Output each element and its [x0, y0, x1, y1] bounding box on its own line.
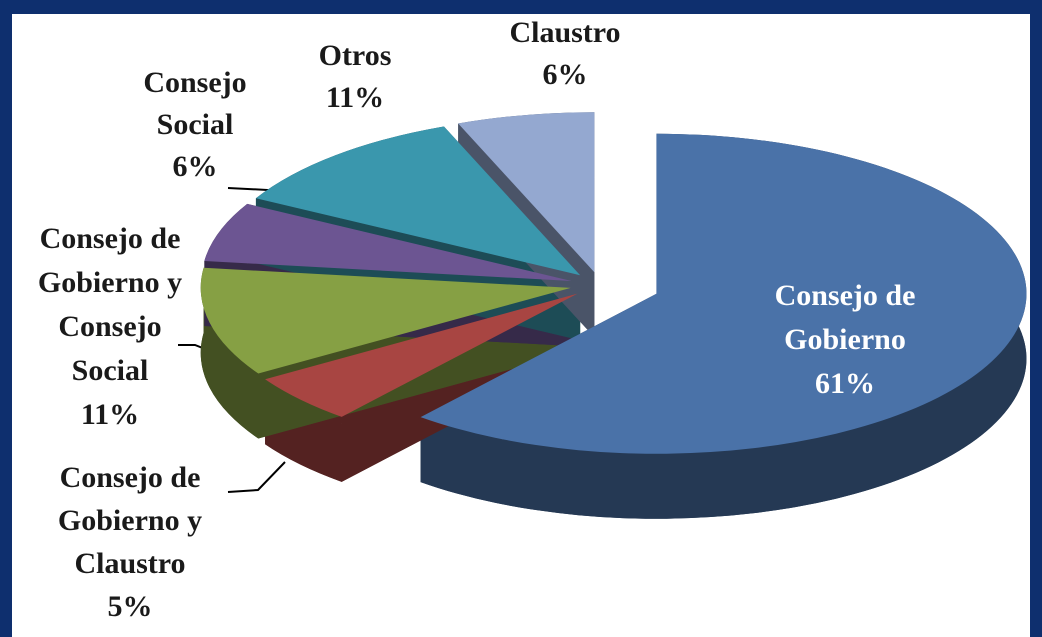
- leader-line: [227, 461, 286, 493]
- slice-label: Consejo de Gobierno: [775, 279, 916, 356]
- label-line: Gobierno y: [58, 504, 202, 537]
- label-line: Consejo: [143, 66, 246, 99]
- slice-label: Consejo Social: [143, 66, 246, 141]
- slice: [458, 112, 595, 273]
- label-line: Consejo de: [60, 461, 201, 494]
- slice-tops: [200, 112, 1027, 454]
- label-line: Social: [72, 354, 149, 387]
- label-line: Consejo: [58, 310, 161, 343]
- label-line: Consejo de: [40, 222, 181, 255]
- label-line: Gobierno y: [38, 266, 182, 299]
- value-label: 6%: [173, 150, 218, 183]
- slice-side: [420, 133, 1027, 519]
- label-line: Social: [157, 108, 234, 141]
- label-line: Otros: [319, 39, 392, 72]
- slice: [255, 126, 581, 276]
- slice-label: Claustro: [509, 16, 620, 49]
- value-label: 6%: [543, 58, 588, 91]
- slice-side: [200, 267, 259, 439]
- slice-label: Consejo de Gobierno y Consejo Social: [38, 222, 182, 387]
- value-label: 5%: [108, 590, 153, 623]
- label-line: Claustro: [74, 547, 185, 580]
- slice: [265, 293, 578, 417]
- label-line: Claustro: [509, 16, 620, 49]
- slice: [200, 267, 571, 374]
- labels: Consejo de Gobierno 61% Consejo de Gobierno …: [38, 16, 916, 623]
- slice: [420, 133, 1027, 454]
- value-label: 61%: [815, 367, 875, 400]
- slice: [204, 203, 572, 281]
- label-line: Consejo de: [775, 279, 916, 312]
- slice-label: Consejo de Gobierno y Claustro: [58, 461, 202, 580]
- label-line: Gobierno: [784, 323, 906, 356]
- value-label: 11%: [326, 81, 384, 114]
- slice-label: Otros: [319, 39, 392, 72]
- value-label: 11%: [81, 398, 139, 431]
